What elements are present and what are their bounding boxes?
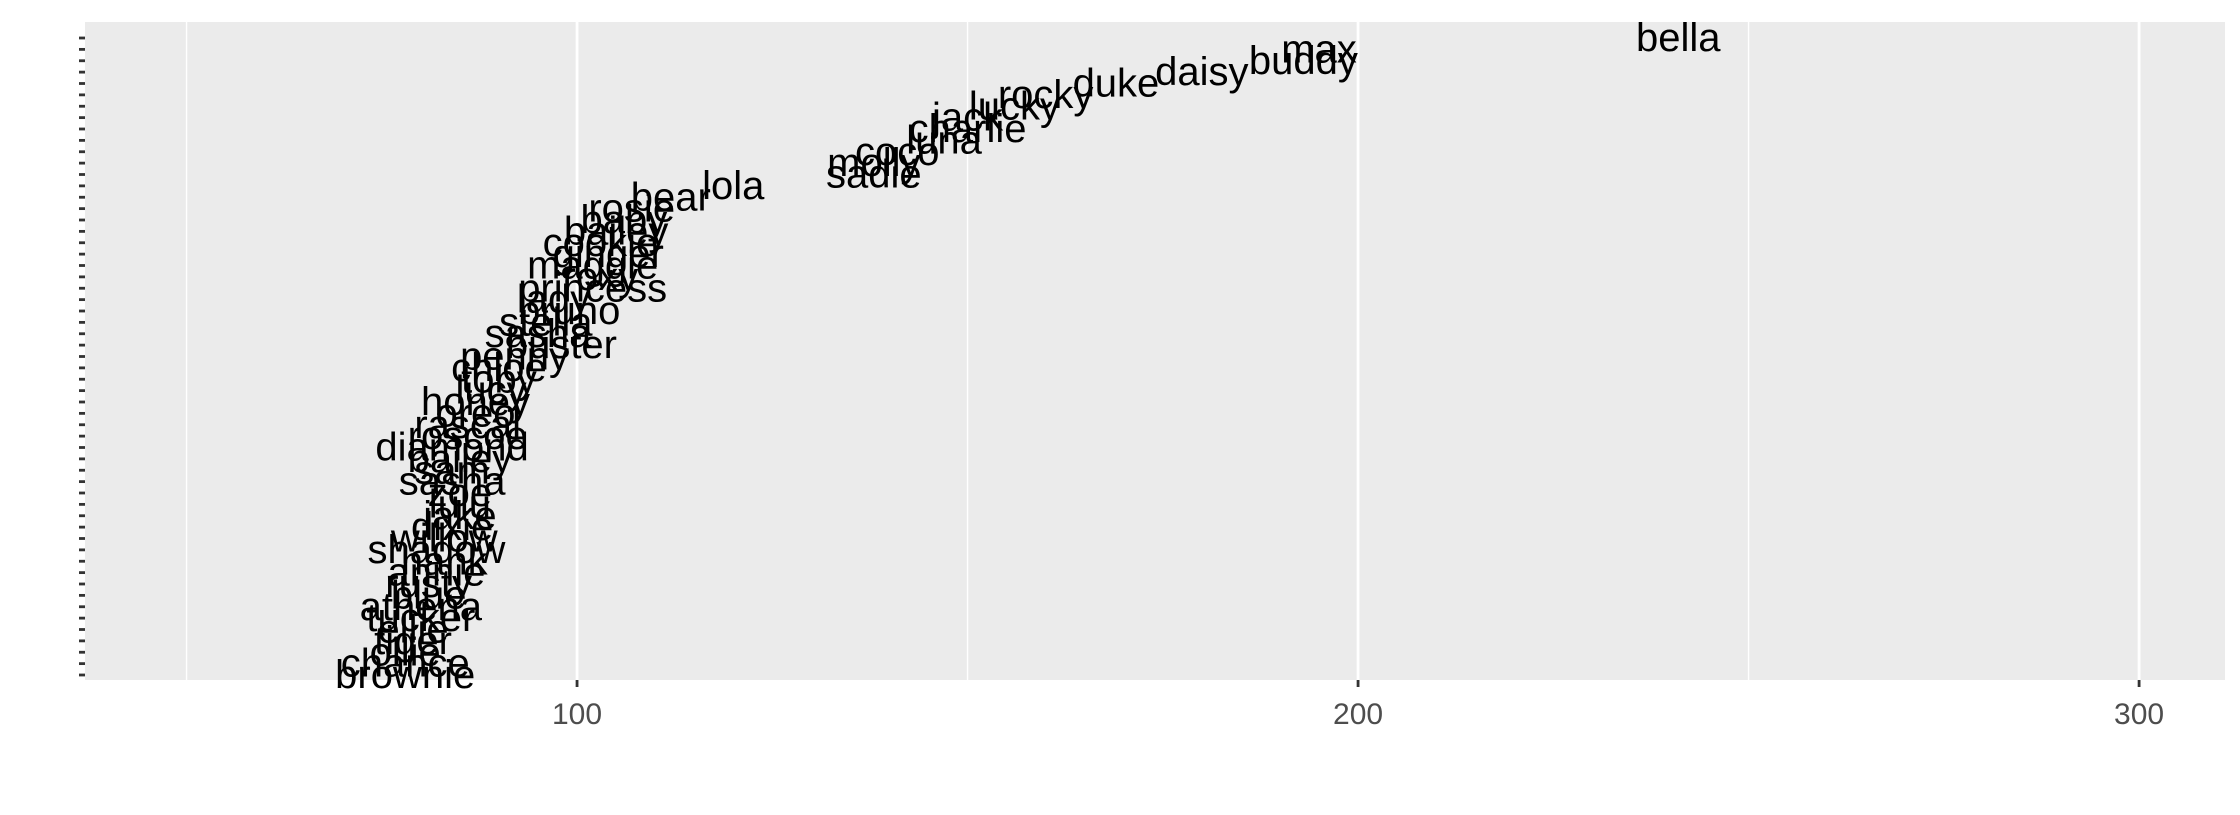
point-label: sadie (826, 153, 922, 197)
point-label: chance (341, 642, 470, 686)
point-label: diamond (375, 426, 528, 470)
point-label: penny (460, 335, 569, 379)
point-label: brownie (335, 653, 475, 697)
point-label: bailey (564, 209, 669, 253)
point-label: tiger (374, 619, 452, 663)
point-label: rocky (998, 73, 1094, 117)
point-label: ellie (377, 608, 448, 652)
point-label: bailey (408, 437, 513, 481)
point-label: lady (517, 278, 590, 322)
point-label: sasha (485, 312, 592, 356)
point-label: molly (827, 141, 920, 185)
point-label: lola (702, 164, 765, 208)
y-axis-ticks (79, 36, 85, 677)
point-label: maggie (527, 244, 658, 288)
x-axis-tick-labels: 100 200 300 (552, 698, 2164, 731)
point-label: buster (506, 323, 617, 367)
point-label: baby (581, 198, 668, 242)
point-label: tucker (366, 596, 475, 640)
point-label: princess (518, 266, 667, 310)
point-labels: bella maxbuddydaisydukerockyluckyjackchar… (335, 16, 1721, 697)
x-tick-label: 200 (1333, 698, 1383, 731)
point-label: hank (401, 539, 489, 583)
point-label: sasha (399, 460, 506, 504)
point-label: ollie (370, 630, 441, 674)
point-label: willow (390, 517, 498, 561)
point-label: max (1281, 27, 1357, 71)
x-tick-label: 100 (552, 698, 602, 731)
point-label: lulu (429, 482, 491, 526)
point-label: bruno (518, 289, 620, 333)
point-label: charlie (909, 107, 1027, 151)
point-label: athena (360, 585, 483, 629)
point-label: oreo (435, 391, 515, 435)
point-label: luna (906, 118, 982, 162)
plot-panel (85, 22, 2225, 680)
point-label: rusty (385, 562, 472, 606)
point-label: bear (631, 175, 711, 219)
point-label: daisy (1155, 50, 1248, 94)
x-axis-tick-marks (575, 680, 2141, 687)
point-label: ginger (553, 232, 664, 276)
point-label: jake (422, 494, 496, 538)
x-tick-label: 300 (2114, 698, 2164, 731)
point-label: chloe (451, 346, 547, 390)
point-label: rosie (588, 187, 675, 231)
point-label: jack (931, 96, 1004, 140)
point-label: toby (461, 357, 537, 401)
point-label: dixie (411, 505, 493, 549)
point-label: coco (855, 130, 940, 174)
point-label: buddy (1249, 39, 1358, 83)
major-gridlines (575, 22, 2141, 680)
point-label: stella (499, 300, 593, 344)
point-label: roscoe (408, 414, 528, 458)
minor-gridlines (185, 22, 1750, 680)
point-label: cookie (543, 221, 659, 265)
point-label: annie (388, 551, 486, 595)
point-label: rascal (414, 403, 521, 447)
point-label: lucky (969, 84, 1060, 128)
point-label: duke (1073, 62, 1160, 106)
point-label: bella (1636, 16, 1721, 60)
point-label: honey (421, 380, 530, 424)
point-label: roxy (563, 255, 639, 299)
point-label: zoe (428, 471, 493, 515)
point-label: sam (414, 448, 490, 492)
point-label: blue (391, 573, 467, 617)
point-label: lucy (456, 369, 527, 413)
point-label: shadow (368, 528, 506, 572)
